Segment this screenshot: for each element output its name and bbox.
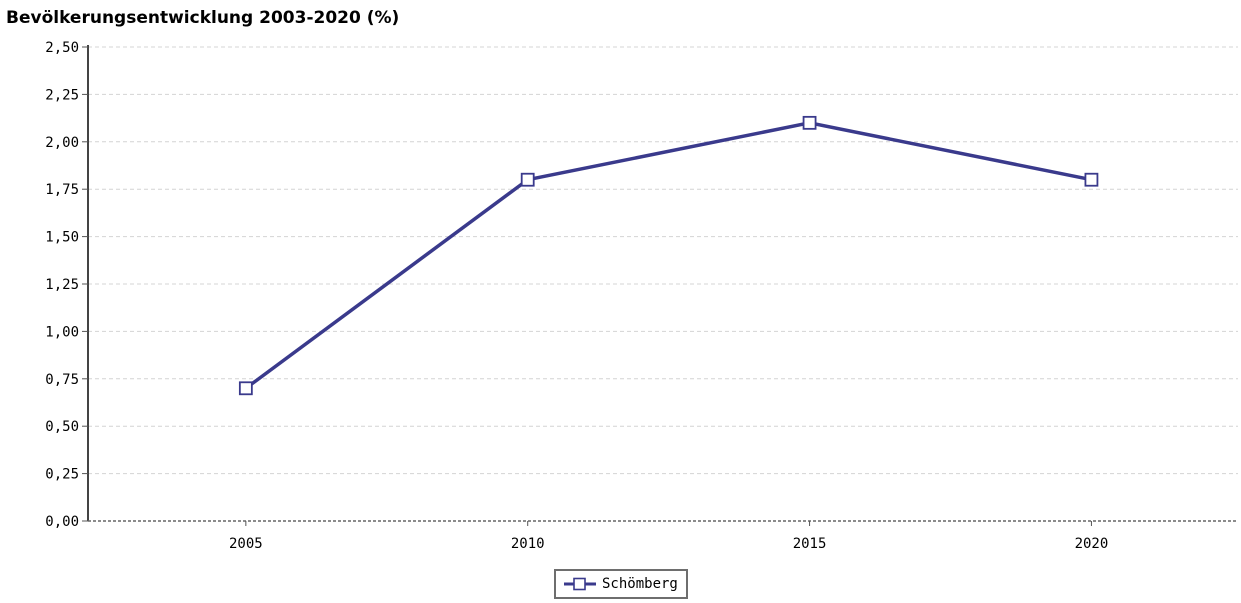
data-point (1084, 172, 1099, 187)
chart-title: Bevölkerungsentwicklung 2003-2020 (%) (6, 8, 400, 28)
y-tick-label: 2,00 (45, 135, 79, 151)
data-point (520, 172, 535, 187)
y-tick-label: 2,50 (45, 40, 79, 56)
grid-lines (88, 46, 1238, 475)
x-tick-label: 2010 (511, 536, 545, 552)
y-tick-label: 0,00 (45, 514, 79, 530)
series-layer (238, 115, 1099, 396)
y-tick-label: 0,25 (45, 467, 79, 483)
y-tick-label: 1,00 (45, 324, 79, 340)
x-tick-label: 2015 (793, 536, 827, 552)
y-tick-label: 0,50 (45, 419, 79, 435)
y-tick-label: 0,75 (45, 372, 79, 388)
series-line (244, 121, 1092, 390)
y-axis-ticks: 0,00 0,25 0,50 0,75 1,00 1,25 1,50 1,75 2,00 2,25… (45, 40, 88, 530)
axes (87, 45, 1238, 522)
x-tick-label: 2005 (229, 536, 263, 552)
legend: Schömberg (554, 569, 688, 599)
y-tick-label: 1,25 (45, 277, 79, 293)
y-tick-label: 1,75 (45, 182, 79, 198)
y-tick-label: 1,50 (45, 230, 79, 246)
legend-line-marker-icon (564, 577, 596, 591)
x-axis-ticks: 2005 2010 2015 2020 (229, 521, 1108, 552)
y-tick-label: 2,25 (45, 87, 79, 103)
x-tick-label: 2020 (1075, 536, 1109, 552)
data-point (802, 115, 817, 130)
data-point (238, 381, 253, 396)
legend-label-schoemberg: Schömberg (602, 576, 678, 592)
